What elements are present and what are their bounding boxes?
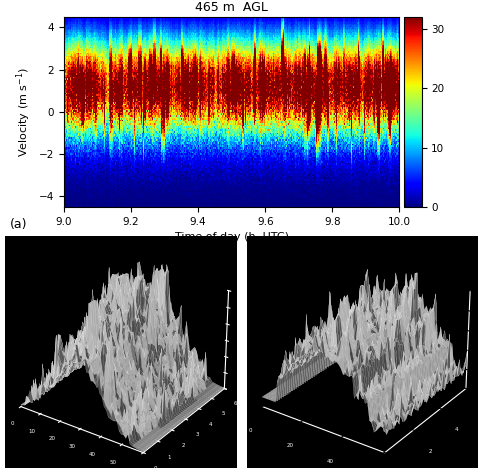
Title: 465 m  AGL: 465 m AGL: [195, 1, 268, 14]
Y-axis label: Velocity (m s$^{-1}$): Velocity (m s$^{-1}$): [15, 67, 34, 157]
X-axis label: Time of day (h  UTC): Time of day (h UTC): [175, 232, 289, 242]
Text: (a): (a): [10, 218, 27, 231]
